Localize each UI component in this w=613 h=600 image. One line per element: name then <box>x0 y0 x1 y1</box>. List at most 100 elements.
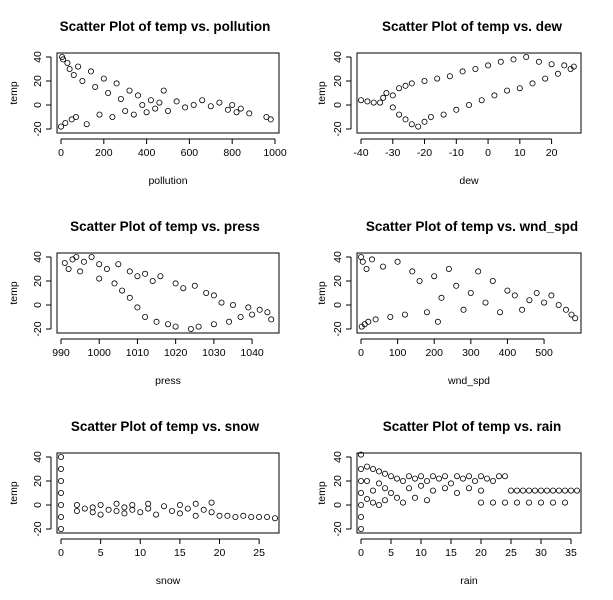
y-tick-label: 40 <box>32 51 44 63</box>
data-point <box>375 468 382 475</box>
data-point <box>489 477 496 484</box>
data-point <box>191 282 198 289</box>
data-point <box>267 116 274 123</box>
data-point <box>137 509 144 516</box>
data-point <box>121 504 128 511</box>
data-point <box>516 85 523 92</box>
data-point <box>415 123 422 130</box>
x-tick-label: 15 <box>174 547 186 559</box>
data-point <box>477 487 484 494</box>
x-tick-label: 1020 <box>164 347 188 359</box>
data-point <box>103 265 110 272</box>
data-point <box>542 75 549 82</box>
data-point <box>533 289 540 296</box>
y-tick-label: -20 <box>332 121 344 136</box>
x-tick-label: 300 <box>462 347 480 359</box>
data-point <box>207 103 214 110</box>
y-tick-label: -20 <box>332 521 344 536</box>
data-point <box>387 473 394 480</box>
data-point <box>58 123 65 130</box>
data-point <box>554 70 561 77</box>
data-point <box>408 80 415 87</box>
data-point <box>417 473 424 480</box>
data-point <box>229 301 236 308</box>
data-point <box>160 87 167 94</box>
chart-title: Scatter Plot of temp vs. pollution <box>60 19 271 34</box>
data-point <box>357 526 364 533</box>
data-point <box>363 463 370 470</box>
data-point <box>475 268 482 275</box>
data-point <box>271 515 278 522</box>
data-point <box>229 102 236 109</box>
data-point <box>369 499 376 506</box>
data-point <box>97 511 104 518</box>
data-point <box>370 99 377 106</box>
y-axis-label: temp <box>316 281 328 305</box>
x-tick-label: 0 <box>358 547 364 559</box>
data-point <box>408 121 415 128</box>
data-point <box>164 108 171 115</box>
data-point <box>568 487 575 494</box>
data-point <box>237 313 244 320</box>
data-point <box>129 501 136 508</box>
data-point <box>363 265 370 272</box>
data-point <box>96 275 103 282</box>
data-point <box>58 526 65 533</box>
data-point <box>441 473 448 480</box>
data-point <box>393 475 400 482</box>
data-point <box>368 256 375 263</box>
data-point <box>434 75 441 82</box>
x-tick-label: 1040 <box>240 347 264 359</box>
data-point <box>570 63 577 70</box>
data-point <box>232 514 239 521</box>
data-point <box>401 311 408 318</box>
data-point <box>134 92 141 99</box>
data-point <box>357 514 364 521</box>
data-point <box>208 499 215 506</box>
x-tick-label: 1000 <box>88 347 112 359</box>
data-point <box>399 477 406 484</box>
plot-frame <box>356 52 582 134</box>
data-point <box>88 68 95 75</box>
data-point <box>126 268 133 275</box>
x-tick-label: 20 <box>475 547 487 559</box>
data-point <box>409 268 416 275</box>
data-point <box>372 316 379 323</box>
data-point <box>465 473 472 480</box>
x-tick-label: -30 <box>385 147 400 159</box>
data-point <box>574 487 581 494</box>
data-point <box>483 475 490 482</box>
data-point <box>233 109 240 116</box>
data-point <box>520 487 527 494</box>
data-points <box>58 453 278 533</box>
data-point <box>538 487 545 494</box>
data-point <box>224 512 231 519</box>
data-point <box>365 318 372 325</box>
data-point <box>405 485 412 492</box>
data-point <box>523 54 530 61</box>
data-point <box>246 110 253 117</box>
data-point <box>73 501 80 508</box>
data-point <box>81 505 88 512</box>
data-point <box>471 477 478 484</box>
data-point <box>396 85 403 92</box>
data-point <box>379 263 386 270</box>
y-tick-label: -20 <box>32 521 44 536</box>
data-point <box>411 494 418 501</box>
chart-title: Scatter Plot of temp vs. snow <box>71 419 260 434</box>
plot-frame <box>56 52 280 134</box>
data-point <box>109 114 116 121</box>
data-point <box>438 294 445 301</box>
data-point <box>396 111 403 118</box>
data-point <box>383 90 390 97</box>
y-tick-label: 20 <box>32 275 44 287</box>
data-point <box>237 105 244 112</box>
data-point <box>357 465 364 472</box>
data-point <box>199 97 206 104</box>
data-point <box>465 102 472 109</box>
x-tick-label: 600 <box>181 147 199 159</box>
data-point <box>210 292 217 299</box>
data-point <box>187 325 194 332</box>
data-point <box>73 507 80 514</box>
data-points <box>357 451 581 533</box>
